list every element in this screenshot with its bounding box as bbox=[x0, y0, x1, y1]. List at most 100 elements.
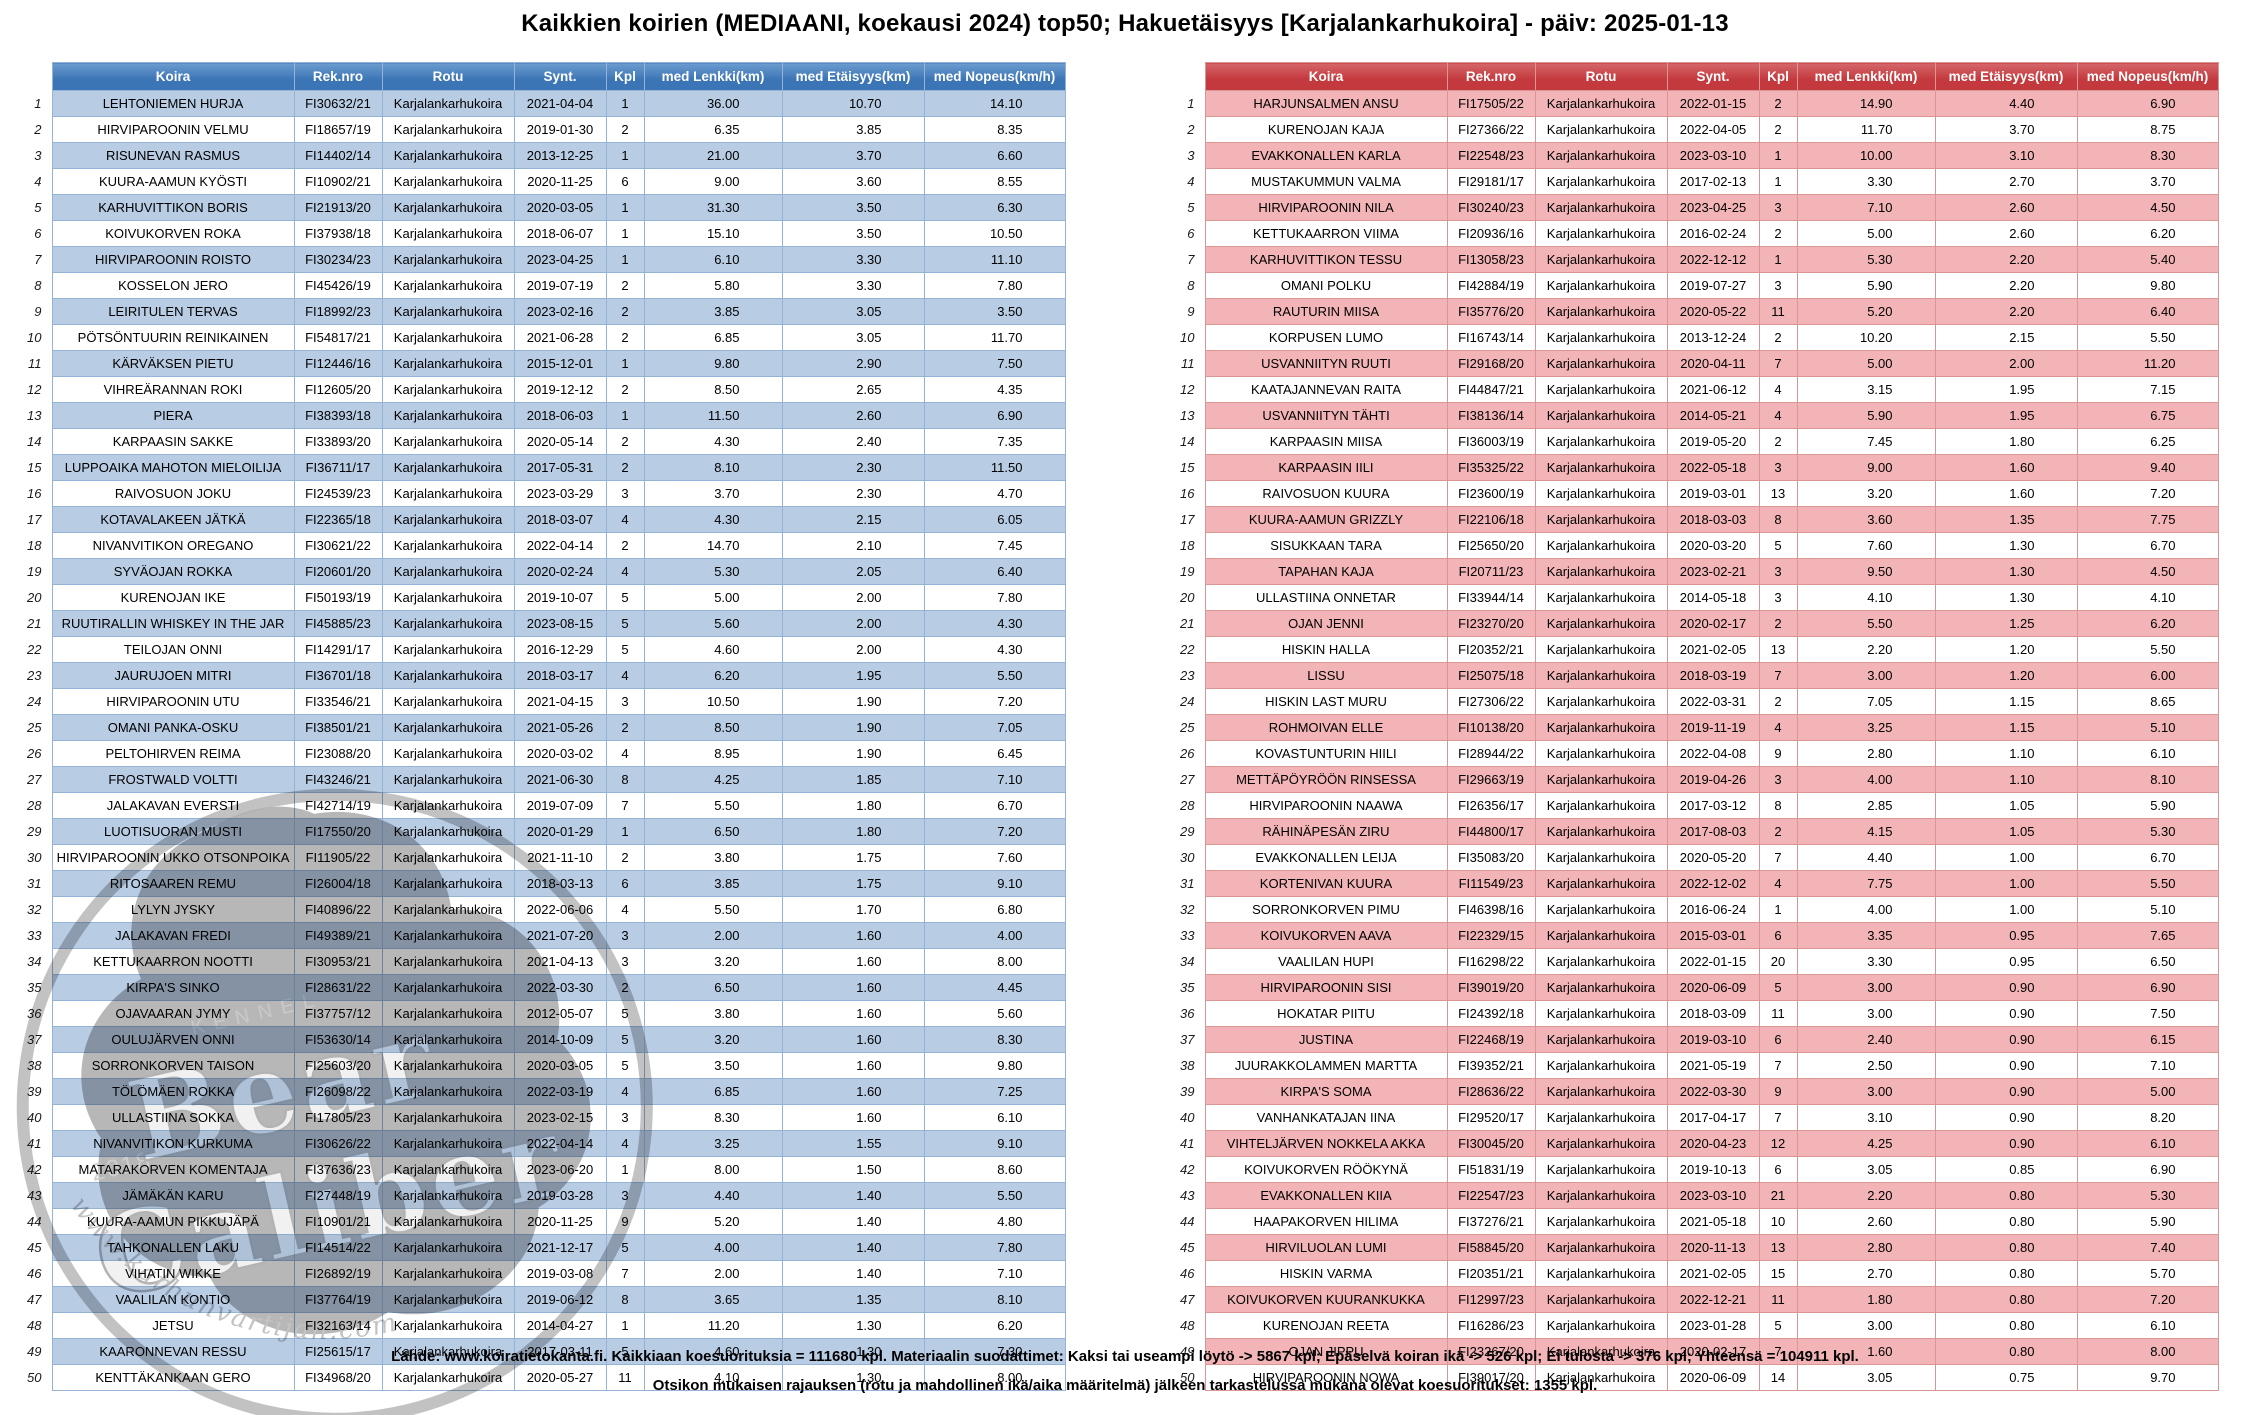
rank-cell: 23 bbox=[6, 662, 52, 689]
med-lenkki-cell: 2.80 bbox=[1796, 1234, 1936, 1261]
rotu-cell: Karjalankarhukoira bbox=[381, 506, 515, 533]
med-nopeus-cell: 11.50 bbox=[923, 454, 1066, 481]
table-row: 24 HISKIN LAST MURU FI27306/22 Karjalankarh… bbox=[1159, 688, 2219, 715]
med-nopeus-cell: 5.60 bbox=[923, 1000, 1066, 1027]
column-header-synt: Synt. bbox=[1666, 62, 1760, 91]
med-etaisyys-cell: 1.60 bbox=[781, 1000, 925, 1027]
med-etaisyys-cell: 1.60 bbox=[781, 1052, 925, 1079]
med-nopeus-cell: 8.65 bbox=[2076, 688, 2219, 715]
med-etaisyys-cell: 1.60 bbox=[781, 922, 925, 949]
rank-cell: 13 bbox=[1159, 402, 1205, 429]
rek-nro-cell: FI30626/22 bbox=[293, 1130, 383, 1157]
med-nopeus-cell: 7.10 bbox=[2076, 1052, 2219, 1079]
koira-cell: LEHTONIEMEN HURJA bbox=[51, 90, 295, 117]
table-row: 48 JETSU FI32163/14 Karjalankarhukoira 2014-… bbox=[6, 1312, 1066, 1339]
rotu-cell: Karjalankarhukoira bbox=[1534, 1260, 1668, 1287]
table-row: 48 KURENOJAN REETA FI16286/23 Karjalankarhu… bbox=[1159, 1312, 2219, 1339]
med-lenkki-cell: 3.30 bbox=[1796, 948, 1936, 975]
kpl-cell: 2 bbox=[1758, 220, 1798, 247]
med-etaisyys-cell: 1.75 bbox=[781, 844, 925, 871]
kpl-cell: 1 bbox=[1758, 246, 1798, 273]
med-nopeus-cell: 8.55 bbox=[923, 168, 1066, 195]
med-etaisyys-cell: 2.15 bbox=[1934, 324, 2078, 351]
med-lenkki-cell: 3.00 bbox=[1796, 662, 1936, 689]
koira-cell: KÄRVÄKSEN PIETU bbox=[51, 350, 295, 377]
rotu-cell: Karjalankarhukoira bbox=[1534, 246, 1668, 273]
kpl-cell: 9 bbox=[1758, 740, 1798, 767]
rotu-cell: Karjalankarhukoira bbox=[1534, 1104, 1668, 1131]
synt-cell: 2021-06-12 bbox=[1666, 376, 1760, 403]
med-lenkki-cell: 2.50 bbox=[1796, 1052, 1936, 1079]
rotu-cell: Karjalankarhukoira bbox=[381, 1312, 515, 1339]
med-etaisyys-cell: 1.40 bbox=[781, 1234, 925, 1261]
table-row: 29 RÄHINÄPESÄN ZIRU FI44800/17 Karjalankarh… bbox=[1159, 818, 2219, 845]
rank-cell: 17 bbox=[1159, 506, 1205, 533]
rotu-cell: Karjalankarhukoira bbox=[1534, 558, 1668, 585]
rank-cell: 26 bbox=[6, 740, 52, 767]
rotu-cell: Karjalankarhukoira bbox=[1534, 1312, 1668, 1339]
rotu-cell: Karjalankarhukoira bbox=[1534, 402, 1668, 429]
kpl-cell: 3 bbox=[605, 948, 645, 975]
koira-cell: HIRVILUOLAN LUMI bbox=[1204, 1234, 1448, 1261]
rotu-cell: Karjalankarhukoira bbox=[1534, 376, 1668, 403]
rek-nro-cell: FI17550/20 bbox=[293, 818, 383, 845]
koira-cell: HAAPAKORVEN HILIMA bbox=[1204, 1208, 1448, 1235]
med-nopeus-cell: 6.90 bbox=[2076, 1156, 2219, 1183]
med-lenkki-cell: 36.00 bbox=[643, 90, 783, 117]
rotu-cell: Karjalankarhukoira bbox=[1534, 90, 1668, 117]
med-etaisyys-cell: 1.85 bbox=[781, 766, 925, 793]
left-table-header: Koira Rek.nro Rotu Synt. Kpl med Lenkki(km) me… bbox=[6, 62, 1066, 91]
rotu-cell: Karjalankarhukoira bbox=[1534, 168, 1668, 195]
rek-nro-cell: FI12446/16 bbox=[293, 350, 383, 377]
med-lenkki-cell: 3.50 bbox=[643, 1052, 783, 1079]
rank-cell: 37 bbox=[6, 1026, 52, 1053]
synt-cell: 2014-05-21 bbox=[1666, 402, 1760, 429]
rek-nro-cell: FI29181/17 bbox=[1446, 168, 1536, 195]
synt-cell: 2021-05-26 bbox=[513, 714, 607, 741]
rek-nro-cell: FI27448/19 bbox=[293, 1182, 383, 1209]
synt-cell: 2016-12-29 bbox=[513, 636, 607, 663]
med-lenkki-cell: 8.00 bbox=[643, 1156, 783, 1183]
rank-cell: 21 bbox=[6, 610, 52, 637]
med-nopeus-cell: 9.10 bbox=[923, 870, 1066, 897]
table-row: 33 JALAKAVAN FREDI FI49389/21 Karjalankarhu… bbox=[6, 922, 1066, 949]
rek-nro-cell: FI23600/19 bbox=[1446, 480, 1536, 507]
rank-cell: 42 bbox=[6, 1156, 52, 1183]
med-nopeus-cell: 7.20 bbox=[923, 818, 1066, 845]
synt-cell: 2023-03-29 bbox=[513, 480, 607, 507]
table-row: 21 RUUTIRALLIN WHISKEY IN THE JAR FI45885/… bbox=[6, 610, 1066, 637]
rek-nro-cell: FI35083/20 bbox=[1446, 844, 1536, 871]
table-row: 41 VIHTELJÄRVEN NOKKELA AKKA FI30045/20 Kar… bbox=[1159, 1130, 2219, 1157]
rek-nro-cell: FI29663/19 bbox=[1446, 766, 1536, 793]
rank-cell: 1 bbox=[1159, 90, 1205, 117]
med-nopeus-cell: 6.80 bbox=[923, 896, 1066, 923]
synt-cell: 2023-06-20 bbox=[513, 1156, 607, 1183]
synt-cell: 2022-03-19 bbox=[513, 1078, 607, 1105]
med-lenkki-cell: 3.05 bbox=[1796, 1156, 1936, 1183]
rotu-cell: Karjalankarhukoira bbox=[1534, 220, 1668, 247]
rek-nro-cell: FI25603/20 bbox=[293, 1052, 383, 1079]
kpl-cell: 1 bbox=[605, 220, 645, 247]
kpl-cell: 5 bbox=[605, 1234, 645, 1261]
koira-cell: RUUTIRALLIN WHISKEY IN THE JAR bbox=[51, 610, 295, 637]
med-etaisyys-cell: 3.50 bbox=[781, 220, 925, 247]
table-row: 19 SYVÄOJAN ROKKA FI20601/20 Karjalankarhuk… bbox=[6, 558, 1066, 585]
rek-nro-cell: FI16743/14 bbox=[1446, 324, 1536, 351]
koira-cell: PÖTSÖNTUURIN REINIKAINEN bbox=[51, 324, 295, 351]
kpl-cell: 2 bbox=[1758, 116, 1798, 143]
rank-cell: 9 bbox=[1159, 298, 1205, 325]
koira-cell: HIRVIPAROONIN VELMU bbox=[51, 116, 295, 143]
med-nopeus-cell: 4.50 bbox=[2076, 558, 2219, 585]
med-lenkki-cell: 7.05 bbox=[1796, 688, 1936, 715]
synt-cell: 2018-03-09 bbox=[1666, 1000, 1760, 1027]
med-nopeus-cell: 6.90 bbox=[2076, 974, 2219, 1001]
table-row: 5 HIRVIPAROONIN NILA FI30240/23 Karjalankar… bbox=[1159, 194, 2219, 221]
koira-cell: OJAN JENNI bbox=[1204, 610, 1448, 637]
kpl-cell: 20 bbox=[1758, 948, 1798, 975]
koira-cell: RAUTURIN MIISA bbox=[1204, 298, 1448, 325]
med-nopeus-cell: 11.20 bbox=[2076, 350, 2219, 377]
med-nopeus-cell: 8.35 bbox=[923, 116, 1066, 143]
koira-cell: HIRVIPAROONIN NILA bbox=[1204, 194, 1448, 221]
rek-nro-cell: FI44847/21 bbox=[1446, 376, 1536, 403]
rotu-cell: Karjalankarhukoira bbox=[1534, 1078, 1668, 1105]
